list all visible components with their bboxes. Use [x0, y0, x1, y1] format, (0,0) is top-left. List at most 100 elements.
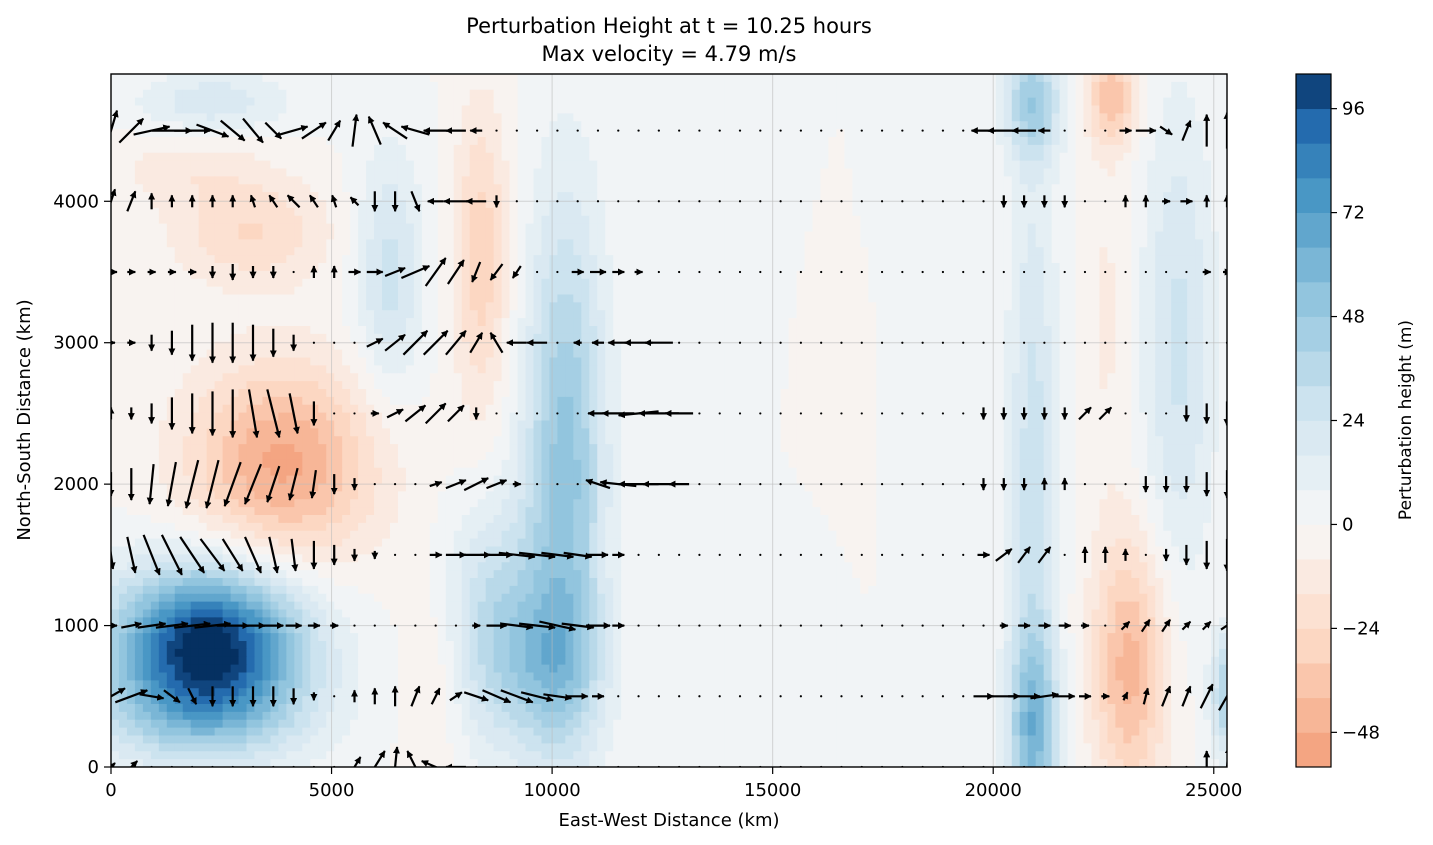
heatmap-cell — [1155, 207, 1164, 217]
heatmap-cell — [1067, 160, 1077, 170]
heatmap-cell — [190, 81, 200, 91]
heatmap-cell — [1075, 310, 1085, 319]
heatmap-cell — [1075, 168, 1085, 177]
heatmap-cell — [884, 113, 893, 122]
heatmap-cell — [198, 121, 208, 130]
heatmap-cell — [382, 207, 391, 217]
heatmap-cell — [716, 105, 726, 114]
heatmap-cell — [924, 286, 933, 296]
heatmap-cell — [645, 255, 654, 264]
heatmap-cell — [549, 160, 558, 170]
heatmap-cell — [772, 81, 782, 91]
heatmap-cell — [716, 263, 726, 272]
heatmap-cell — [390, 176, 399, 185]
heatmap-cell — [971, 333, 981, 343]
heatmap-cell — [174, 326, 184, 335]
heatmap-cell — [118, 176, 128, 185]
heatmap-cell — [222, 74, 232, 83]
heatmap-cell — [517, 105, 527, 114]
heatmap-cell — [501, 97, 511, 107]
heatmap-cell — [166, 144, 176, 154]
heatmap-cell — [262, 341, 272, 351]
heatmap-cell — [1115, 255, 1124, 264]
heatmap-cell — [1115, 263, 1124, 272]
heatmap-cell — [565, 207, 574, 217]
heatmap-cell — [525, 239, 535, 248]
heatmap-cell — [549, 349, 558, 359]
heatmap-cell — [812, 74, 822, 83]
heatmap-cell — [1035, 255, 1045, 264]
heatmap-cell — [804, 89, 814, 99]
heatmap-cell — [358, 207, 367, 217]
heatmap-cell — [796, 89, 806, 99]
heatmap-cell — [573, 231, 582, 240]
heatmap-cell — [509, 349, 519, 359]
heatmap-cell — [963, 152, 973, 162]
heatmap-cell — [924, 231, 933, 240]
heatmap-cell — [1059, 215, 1069, 225]
heatmap-cell — [788, 74, 798, 83]
heatmap-cell — [310, 81, 319, 91]
heatmap-cell — [326, 231, 335, 240]
heatmap-cell — [1155, 294, 1164, 303]
heatmap-cell — [294, 105, 303, 114]
heatmap-cell — [836, 74, 845, 83]
heatmap-cell — [118, 74, 128, 83]
heatmap-cell — [1147, 121, 1156, 130]
heatmap-cell — [692, 263, 702, 272]
heatmap-cell — [1179, 160, 1188, 170]
heatmap-cell — [1011, 168, 1021, 177]
heatmap-cell — [924, 97, 933, 107]
heatmap-cell — [477, 97, 487, 107]
heatmap-cell — [190, 89, 200, 99]
heatmap-cell — [318, 318, 327, 327]
heatmap-cell — [565, 192, 574, 201]
heatmap-cell — [485, 176, 495, 185]
heatmap-cell — [1171, 105, 1180, 114]
heatmap-cell — [182, 89, 192, 99]
heatmap-cell — [828, 207, 837, 217]
heatmap-cell — [1003, 200, 1013, 209]
heatmap-cell — [1043, 207, 1053, 217]
heatmap-cell — [908, 176, 917, 185]
heatmap-cell — [493, 239, 503, 248]
heatmap-cell — [955, 333, 965, 343]
heatmap-cell — [987, 302, 997, 311]
heatmap-cell — [995, 152, 1005, 162]
heatmap-cell — [836, 160, 845, 170]
heatmap-cell — [1059, 270, 1069, 280]
heatmap-cell — [621, 215, 630, 225]
heatmap-cell — [772, 192, 782, 201]
heatmap-cell — [860, 302, 869, 311]
heatmap-cell — [541, 97, 551, 107]
heatmap-cell — [948, 326, 957, 335]
heatmap-cell — [1187, 137, 1196, 146]
heatmap-cell — [884, 97, 893, 107]
heatmap-cell — [597, 200, 606, 209]
heatmap-cell — [405, 121, 415, 130]
heatmap-cell — [804, 144, 814, 154]
heatmap-cell — [190, 333, 200, 343]
heatmap-cell — [405, 89, 415, 99]
heatmap-cell — [1043, 105, 1053, 114]
heatmap-cell — [118, 270, 128, 280]
heatmap-cell — [374, 81, 383, 91]
heatmap-cell — [868, 333, 877, 343]
heatmap-cell — [405, 318, 415, 327]
heatmap-cell — [111, 184, 120, 193]
heatmap-cell — [732, 231, 742, 240]
heatmap-cell — [597, 286, 606, 296]
heatmap-cell — [908, 278, 917, 288]
heatmap-cell — [692, 192, 702, 201]
heatmap-cell — [1099, 207, 1109, 217]
heatmap-cell — [397, 89, 407, 99]
heatmap-cell — [684, 200, 694, 209]
heatmap-cell — [397, 105, 407, 114]
heatmap-cell — [230, 137, 240, 146]
heatmap-cell — [804, 81, 814, 91]
heatmap-cell — [302, 247, 311, 256]
heatmap-cell — [1059, 81, 1069, 91]
heatmap-cell — [955, 74, 965, 83]
heatmap-cell — [1123, 215, 1132, 225]
heatmap-cell — [1195, 113, 1204, 122]
